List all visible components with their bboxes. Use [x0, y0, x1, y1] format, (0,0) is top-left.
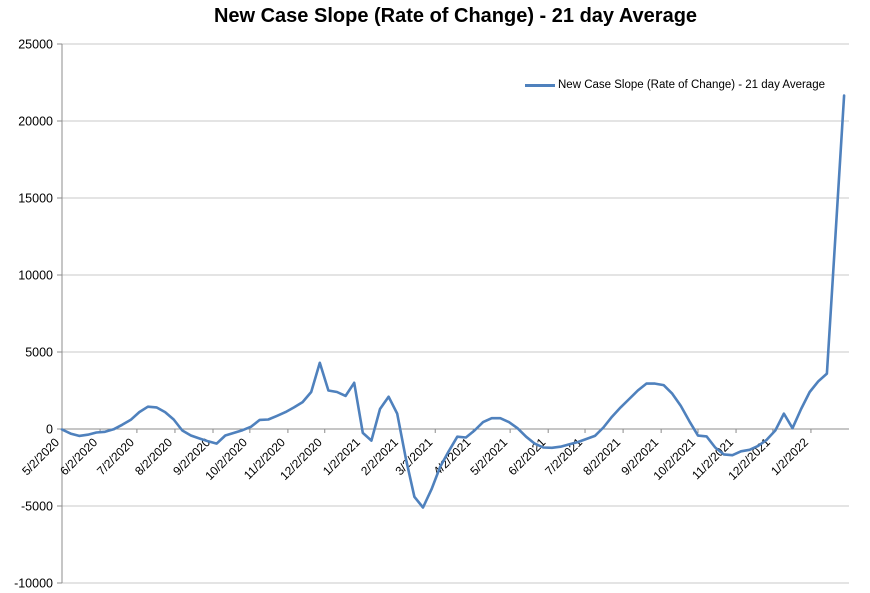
x-axis-tick-label: 1/2/2021	[320, 435, 363, 478]
y-axis-tick-label: -10000	[14, 577, 53, 591]
x-axis-tick-label: 1/2/2022	[768, 435, 811, 478]
x-axis-tick-label: 5/2/2021	[467, 435, 510, 478]
x-axis-tick-label: 8/2/2021	[580, 435, 623, 478]
legend-label: New Case Slope (Rate of Change) - 21 day…	[558, 79, 825, 91]
x-axis-tick-label: 8/2/2020	[132, 435, 175, 478]
x-axis-tick-label: 7/2/2020	[94, 435, 137, 478]
x-axis-tick-label: 3/2/2021	[392, 435, 435, 478]
legend-line-swatch	[525, 83, 555, 87]
y-axis-tick-label: 10000	[18, 269, 53, 283]
y-axis-tick-label: 0	[46, 423, 53, 437]
series-line[interactable]	[60, 94, 846, 509]
y-axis-tick-label: 25000	[18, 38, 53, 52]
y-axis-tick-label: 20000	[18, 115, 53, 129]
y-axis-tick-label: 5000	[25, 346, 53, 360]
x-axis-tick-label: 6/2/2020	[57, 435, 100, 478]
y-axis-tick-label: -5000	[21, 500, 53, 514]
y-axis-tick-label: 15000	[18, 192, 53, 206]
x-axis-tick-label: 5/2/2020	[19, 435, 62, 478]
x-axis-tick-label: 6/2/2021	[505, 435, 548, 478]
chart-title: New Case Slope (Rate of Change) - 21 day…	[213, 5, 698, 27]
chart-legend[interactable]: New Case Slope (Rate of Change) - 21 day…	[525, 79, 825, 91]
